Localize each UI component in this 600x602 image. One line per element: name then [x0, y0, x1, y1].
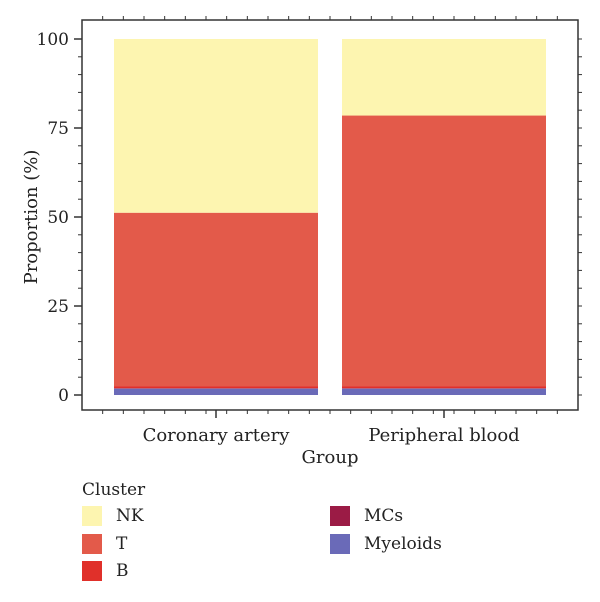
legend-item-nk: NK — [82, 505, 144, 527]
legend-item-t: T — [82, 533, 127, 555]
frame-ticks — [78, 16, 582, 414]
y-tick-label: 50 — [47, 208, 69, 228]
bar-segment-t-0 — [114, 212, 318, 387]
legend: Cluster NK T B MCs Myeloids — [82, 480, 582, 590]
legend-swatch-myeloids — [330, 534, 350, 554]
stacked-bar-chart: 0 25 50 75 100 Coronary artery Peripheral blo… — [21, 16, 582, 468]
bar-segment-t-1 — [342, 115, 546, 387]
bar-segment-myeloids-0 — [114, 388, 318, 395]
legend-item-mcs: MCs — [330, 505, 403, 527]
legend-label-b: B — [116, 561, 129, 581]
y-tick-label: 0 — [58, 386, 69, 406]
legend-swatch-t — [82, 534, 102, 554]
bar-segment-b-0 — [114, 386, 318, 389]
legend-label-nk: NK — [116, 506, 144, 526]
bar-segment-b-1 — [342, 386, 546, 389]
x-tick-label: Peripheral blood — [368, 425, 519, 446]
y-tick-label: 75 — [47, 119, 69, 139]
y-axis: 0 25 50 75 100 — [37, 30, 82, 406]
x-tick-label: Coronary artery — [143, 425, 291, 446]
x-axis-label: Group — [302, 447, 359, 468]
legend-swatch-mcs — [330, 506, 350, 526]
bar-segment-nk-1 — [342, 39, 546, 116]
legend-label-t: T — [116, 534, 128, 554]
legend-swatch-b — [82, 561, 102, 581]
bars-group — [114, 39, 546, 395]
legend-swatch-nk — [82, 506, 102, 526]
legend-label-myeloids: Myeloids — [364, 534, 442, 554]
y-tick-label: 25 — [47, 297, 69, 317]
legend-label-mcs: MCs — [364, 506, 404, 526]
bar-segment-myeloids-1 — [342, 388, 546, 395]
y-tick-label: 100 — [37, 30, 69, 50]
y-axis-label: Proportion (%) — [21, 150, 42, 285]
legend-title: Cluster — [82, 480, 146, 500]
x-axis: Coronary artery Peripheral blood — [143, 410, 520, 446]
bar-segment-nk-0 — [114, 39, 318, 213]
legend-item-myeloids: Myeloids — [330, 533, 442, 555]
legend-item-b: B — [82, 560, 129, 582]
